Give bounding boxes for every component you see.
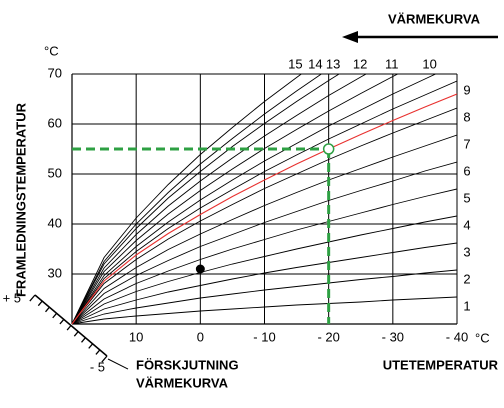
curve [71,188,457,325]
y-unit: °C [44,43,59,58]
shift-tick [29,294,36,302]
curve [71,93,457,325]
y-tick-label: 60 [48,115,62,130]
x-tick-label: - 30 [382,329,404,344]
x-axis-label: UTETEMPERATUR [383,357,499,372]
curve [71,215,457,325]
x-unit: °C [475,330,490,345]
shift-tick [52,312,58,319]
shift-tick [66,325,72,331]
shift-tick [73,331,79,337]
curve-label: 1 [463,298,470,313]
curve [71,74,323,325]
curve [71,296,457,325]
curve-label: 8 [463,109,470,124]
curve-label: 13 [326,56,340,71]
curve [71,269,457,325]
shift-tick [59,318,65,325]
x-tick-label: 0 [197,329,204,344]
curve [71,74,340,325]
shift-tick [101,355,108,363]
reading-point [322,143,335,155]
x-tick-label: 10 [129,329,143,344]
shift-tick-label: - 5 [90,359,105,374]
point [195,264,205,274]
curve-label: 2 [463,271,470,286]
shift-label: FÖRSKJUTNING [136,357,239,372]
curve-label: 12 [353,56,367,71]
curves [71,74,457,325]
shift-tick [37,300,43,307]
shift-tick [81,337,86,343]
shift-tick-label: + 5 [3,290,21,305]
curve [71,74,437,325]
y-tick-label: 50 [48,165,62,180]
shift-leader [107,358,129,370]
x-tick-label: - 40 [446,329,468,344]
curve-label: 14 [308,56,322,71]
shift-label: VÄRMEKURVA [136,375,229,390]
curve-label: 10 [422,56,436,71]
curve-label: 7 [463,136,470,151]
y-tick-label: 40 [48,215,62,230]
curve [71,134,457,325]
curve [71,161,457,325]
chart-title: VÄRMEKURVA [388,11,481,26]
curve-label: 11 [385,56,399,71]
curve [71,242,457,325]
curve-label: 9 [463,82,470,97]
curve [71,74,303,325]
curve [71,107,457,325]
shift-tick [95,349,101,355]
curve [71,80,457,325]
x-tick-label: - 20 [317,329,339,344]
curve-label: 5 [463,190,470,205]
title-arrowhead [342,31,358,43]
curve-label: 6 [463,163,470,178]
shift-tick [45,306,50,313]
curve-label: 3 [463,244,470,259]
x-tick-label: - 10 [253,329,275,344]
curve-label: 15 [288,56,302,71]
y-tick-label: 30 [48,265,62,280]
y-tick-label: 70 [48,65,62,80]
curve [71,74,368,325]
curve [71,74,399,325]
curve-label: 4 [463,217,470,232]
shift-tick [88,343,94,349]
y-axis-label: FRAMLEDNINGSTEMPERATUR [13,102,28,297]
